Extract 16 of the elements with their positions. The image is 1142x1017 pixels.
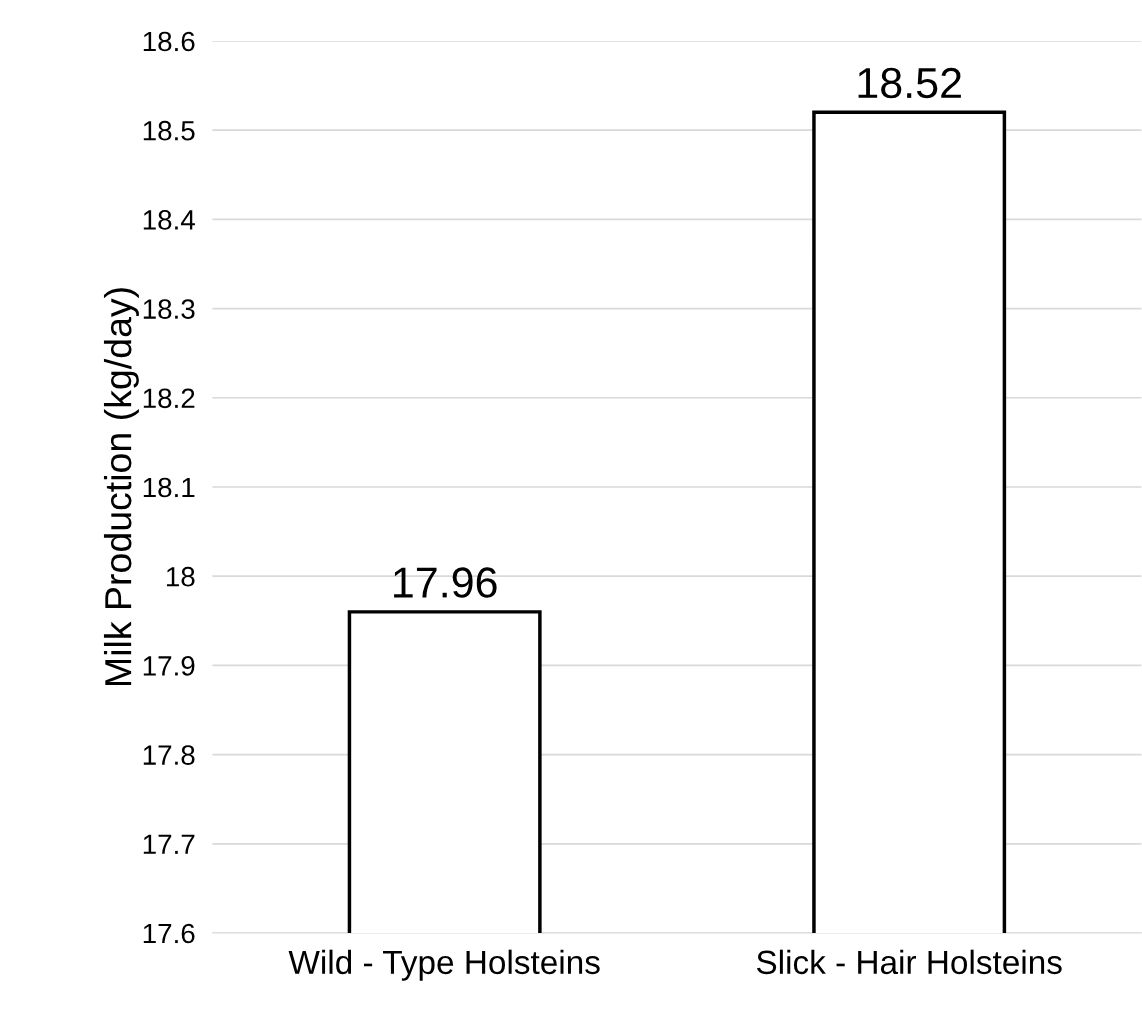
y-tick-label: 18.2 [143,388,195,409]
y-tick-label: 18 [166,566,195,587]
y-tick-label: 18.5 [143,120,195,141]
y-tick-label: 18.1 [143,477,195,498]
data-label: 17.96 [394,567,497,598]
y-tick-label: 18.3 [143,299,195,319]
x-tick-label: Wild - Type Holsteins [288,949,600,981]
y-tick-label: 17.7 [143,834,195,854]
y-tick-label: 17.9 [143,656,195,676]
y-tick-label: 17.8 [143,745,195,765]
x-tick-label: Slick - Hair Holsteins [756,949,1062,975]
y-tick-label: 18.4 [143,210,195,230]
y-tick-label: 17.6 [143,923,195,944]
y-tick-label: 18.6 [143,31,195,52]
data-label: 18.52 [858,67,961,99]
y-axis-title: Milk Production (kg/day) [103,288,139,686]
